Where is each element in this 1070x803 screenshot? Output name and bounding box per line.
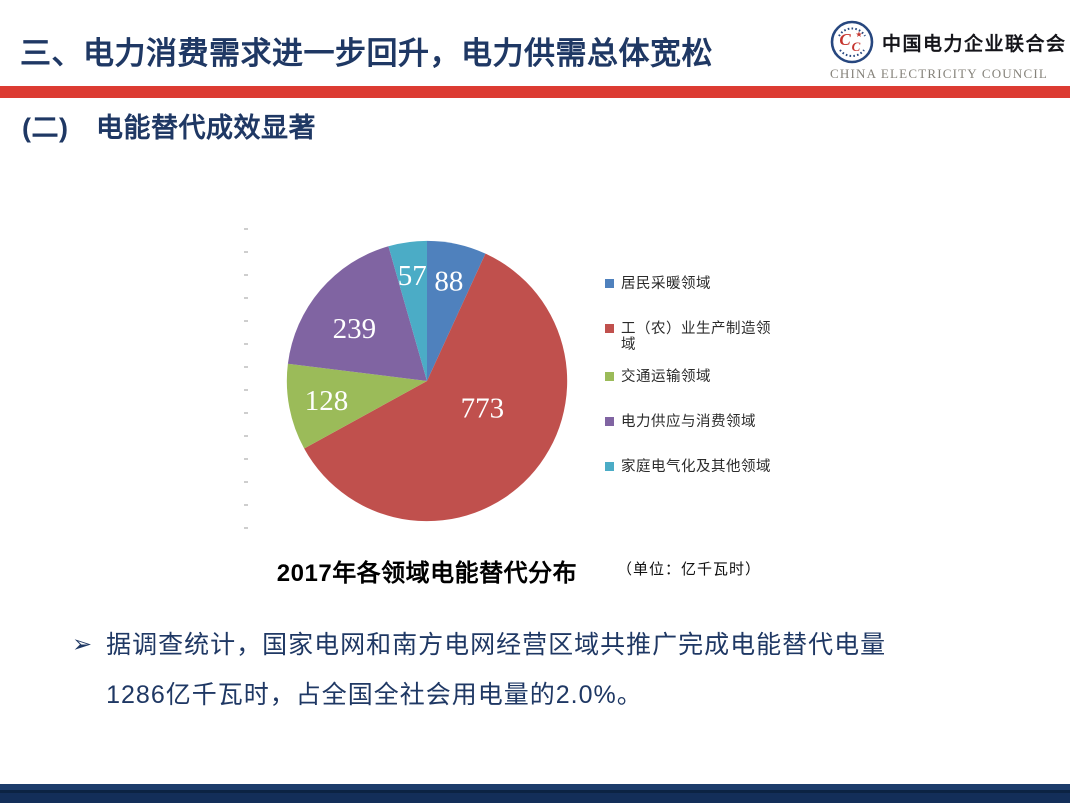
pie-chart: 88 773 128 239 57 bbox=[286, 240, 568, 522]
slide-title: 三、电力消费需求进一步回升，电力供需总体宽松 bbox=[20, 36, 713, 71]
logo-row: C C ★ 中国电力企业联合会 bbox=[830, 20, 1065, 64]
axis-tick-marks bbox=[244, 228, 248, 546]
legend-label: 交通运输领域 bbox=[621, 369, 711, 385]
cec-emblem-icon: C C ★ bbox=[830, 20, 874, 64]
pie-slice-0 bbox=[427, 240, 486, 381]
pie-slice-4 bbox=[388, 240, 427, 381]
legend-swatch-icon bbox=[605, 462, 614, 471]
red-divider bbox=[0, 86, 1070, 98]
legend-swatch-icon bbox=[605, 417, 614, 426]
section-heading: (二) 电能替代成效显著 bbox=[22, 113, 316, 143]
legend-label: 电力供应与消费领域 bbox=[621, 414, 756, 430]
chart-unit-note: （单位：亿千瓦时） bbox=[617, 561, 762, 578]
legend-item: 工（农）业生产制造领域 bbox=[605, 321, 785, 353]
pie-value-label: 239 bbox=[333, 313, 377, 345]
legend-item: 电力供应与消费领域 bbox=[605, 414, 785, 430]
svg-text:C: C bbox=[839, 30, 851, 49]
legend-label: 家庭电气化及其他领域 bbox=[621, 459, 771, 475]
svg-text:★: ★ bbox=[855, 30, 862, 39]
pie-value-label: 773 bbox=[461, 393, 505, 425]
pie-slice-1 bbox=[304, 253, 568, 522]
pie-value-label: 88 bbox=[434, 266, 463, 298]
footer-bar bbox=[0, 784, 1070, 803]
legend-item: 居民采暖领域 bbox=[605, 276, 785, 292]
pie-slice-3 bbox=[287, 246, 427, 381]
chart-caption: 2017年各领域电能替代分布 bbox=[276, 560, 578, 587]
bullet-text: 据调查统计，国家电网和南方电网经营区域共推广完成电能替代电量1286亿千瓦时，占… bbox=[106, 631, 887, 709]
cec-logo: C C ★ 中国电力企业联合会 CHINA ELECTRICITY COUNCI… bbox=[830, 20, 1065, 82]
legend-label: 居民采暖领域 bbox=[621, 276, 711, 292]
arrow-bullet-icon: ➢ bbox=[72, 631, 93, 658]
bullet-paragraph: ➢ 据调查统计，国家电网和南方电网经营区域共推广完成电能替代电量1286亿千瓦时… bbox=[72, 620, 942, 720]
svg-text:C: C bbox=[852, 39, 861, 54]
legend-item: 家庭电气化及其他领域 bbox=[605, 459, 785, 475]
legend-label: 工（农）业生产制造领域 bbox=[621, 321, 771, 353]
chart-legend: 居民采暖领域工（农）业生产制造领域交通运输领域电力供应与消费领域 家庭电气化及其他… bbox=[605, 270, 785, 504]
pie-value-label: 57 bbox=[398, 260, 427, 292]
legend-swatch-icon bbox=[605, 324, 614, 333]
legend-swatch-icon bbox=[605, 279, 614, 288]
pie-slice-2 bbox=[286, 363, 427, 449]
org-name-en: CHINA ELECTRICITY COUNCIL bbox=[830, 66, 1049, 81]
org-name-zh: 中国电力企业联合会 bbox=[882, 33, 1067, 55]
pie-value-label: 128 bbox=[305, 385, 349, 417]
legend-item: 交通运输领域 bbox=[605, 369, 785, 385]
legend-swatch-icon bbox=[605, 372, 614, 381]
